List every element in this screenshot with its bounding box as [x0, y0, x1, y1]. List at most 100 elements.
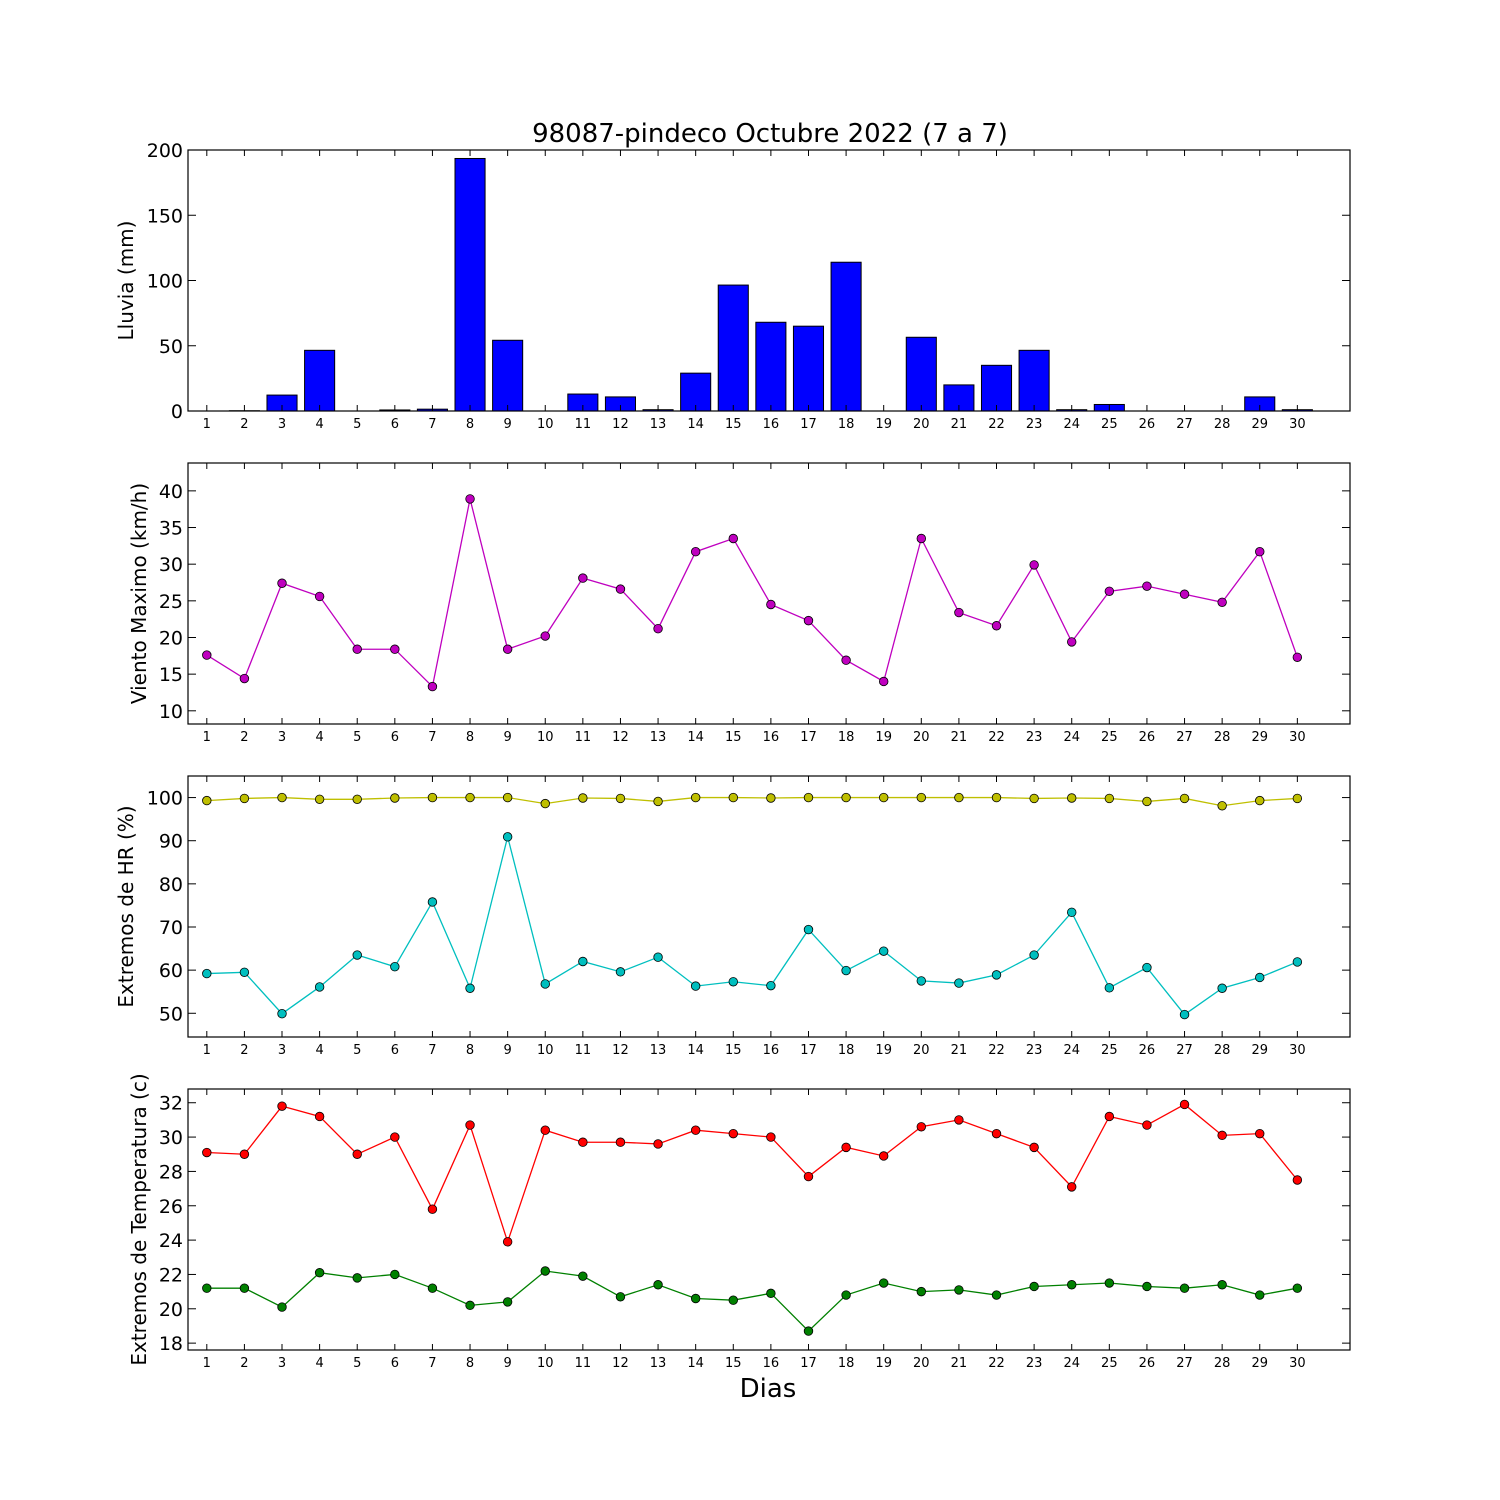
series-0-point-day-1	[202, 1147, 212, 1158]
series-0-point-day-12	[615, 584, 626, 594]
x-tick-label: 8	[466, 730, 474, 745]
x-tick-label: 10	[537, 1043, 554, 1058]
x-tick-label: 18	[838, 417, 855, 432]
series-0-point-day-29	[1255, 795, 1265, 806]
x-tick-label: 6	[391, 730, 399, 745]
series-0-point-day-25	[1104, 1111, 1115, 1122]
series-0-point-day-8	[465, 1120, 475, 1130]
y-tick-label: 30	[159, 1127, 183, 1149]
series-1-point-day-27	[1179, 1283, 1190, 1293]
y-axis-label: Viento Maximo (km/h)	[127, 483, 151, 704]
series-1-point-day-14	[690, 981, 701, 991]
series-0-point-day-17	[803, 1171, 814, 1182]
series-0-point-day-5	[352, 1149, 362, 1159]
x-tick-label: 25	[1101, 1043, 1118, 1058]
y-tick-label: 24	[159, 1230, 183, 1252]
y-tick-label: 20	[159, 1299, 183, 1321]
x-tick-label: 21	[951, 417, 968, 432]
x-tick-label: 17	[800, 1043, 817, 1058]
series-0-point-day-20	[916, 1122, 927, 1132]
series-1-point-day-18	[841, 965, 851, 976]
y-tick-label: 70	[159, 917, 183, 939]
series-1-point-day-20	[916, 976, 927, 986]
series-0-point-day-28	[1217, 1130, 1227, 1141]
x-tick-label: 15	[725, 1356, 742, 1371]
x-tick-label: 17	[800, 1356, 817, 1371]
x-tick-label: 29	[1251, 730, 1268, 745]
series-1-point-day-24	[1067, 907, 1077, 918]
series-0-point-day-19	[879, 1151, 889, 1161]
series-1-point-day-19	[879, 1278, 889, 1288]
series-0-line	[206, 498, 1298, 688]
series-1-point-day-1	[202, 1283, 212, 1293]
series-1-point-day-16	[766, 1288, 776, 1299]
x-axis-label: Dias	[740, 1374, 797, 1404]
series-0-point-day-2	[239, 1149, 250, 1159]
y-tick-label: 10	[159, 701, 183, 723]
series-1-line	[206, 836, 1298, 1016]
series-1-point-day-28	[1217, 983, 1227, 993]
series-0-point-day-25	[1104, 793, 1115, 804]
x-tick-label: 16	[763, 730, 780, 745]
series-1-point-day-20	[916, 1286, 927, 1297]
x-tick-label: 8	[466, 1356, 474, 1371]
chart-title: 98087-pindeco Octubre 2022 (7 a 7)	[532, 119, 1008, 149]
axes-frame	[187, 462, 1351, 725]
series-0-point-day-26	[1142, 796, 1152, 807]
series-0-point-day-7	[427, 1204, 438, 1214]
y-tick-label: 22	[159, 1264, 183, 1286]
series-0-point-day-3	[277, 1101, 287, 1111]
x-tick-label: 13	[650, 417, 667, 432]
series-0-point-day-12	[615, 793, 626, 804]
series-1-point-day-22	[991, 970, 1002, 980]
series-0-point-day-7	[427, 792, 438, 803]
series-1-point-day-7	[427, 1283, 438, 1293]
x-tick-label: 4	[315, 417, 323, 432]
series-1-point-day-28	[1217, 1280, 1227, 1290]
series-1-point-day-30	[1292, 957, 1303, 967]
x-tick-label: 8	[466, 1043, 474, 1058]
y-tick-label: 100	[147, 271, 183, 293]
series-1-point-day-8	[465, 983, 475, 993]
series-0-point-day-5	[352, 794, 362, 805]
series-1-point-day-14	[690, 1293, 701, 1304]
x-tick-label: 1	[203, 1356, 211, 1371]
x-tick-label: 18	[838, 1043, 855, 1058]
series-0-point-day-13	[653, 796, 663, 807]
series-0-point-day-28	[1217, 801, 1227, 811]
y-tick-label: 40	[159, 481, 183, 503]
x-tick-label: 30	[1289, 1356, 1306, 1371]
series-0-point-day-4	[314, 591, 325, 602]
x-tick-label: 2	[240, 730, 248, 745]
rain-bar-day-4	[304, 349, 336, 412]
series-1-point-day-11	[578, 1271, 588, 1281]
series-1-point-day-17	[803, 924, 814, 935]
x-tick-label: 27	[1176, 1356, 1193, 1371]
x-tick-label: 2	[240, 417, 248, 432]
series-0-point-day-17	[803, 615, 814, 626]
series-0-point-day-11	[578, 1137, 588, 1147]
y-tick-label: 20	[159, 627, 183, 649]
x-tick-label: 23	[1026, 1043, 1043, 1058]
x-tick-label: 15	[725, 1043, 742, 1058]
x-tick-label: 28	[1214, 730, 1231, 745]
y-tick-label: 80	[159, 874, 183, 896]
series-0-point-day-16	[766, 793, 776, 803]
x-tick-label: 23	[1026, 730, 1043, 745]
series-0-point-day-16	[766, 599, 776, 610]
series-0-point-day-11	[578, 573, 588, 583]
x-tick-label: 9	[504, 1043, 512, 1058]
series-0-point-day-14	[690, 792, 701, 803]
series-1-point-day-4	[314, 982, 325, 992]
series-0-point-day-22	[991, 621, 1002, 631]
x-tick-label: 16	[763, 1356, 780, 1371]
y-tick-label: 15	[159, 664, 183, 686]
x-tick-label: 2	[240, 1356, 248, 1371]
series-0-point-day-6	[390, 1132, 400, 1142]
series-1-point-day-7	[427, 897, 438, 907]
x-tick-label: 1	[203, 417, 211, 432]
series-1-point-day-4	[314, 1268, 325, 1278]
series-1-point-day-9	[502, 832, 513, 842]
